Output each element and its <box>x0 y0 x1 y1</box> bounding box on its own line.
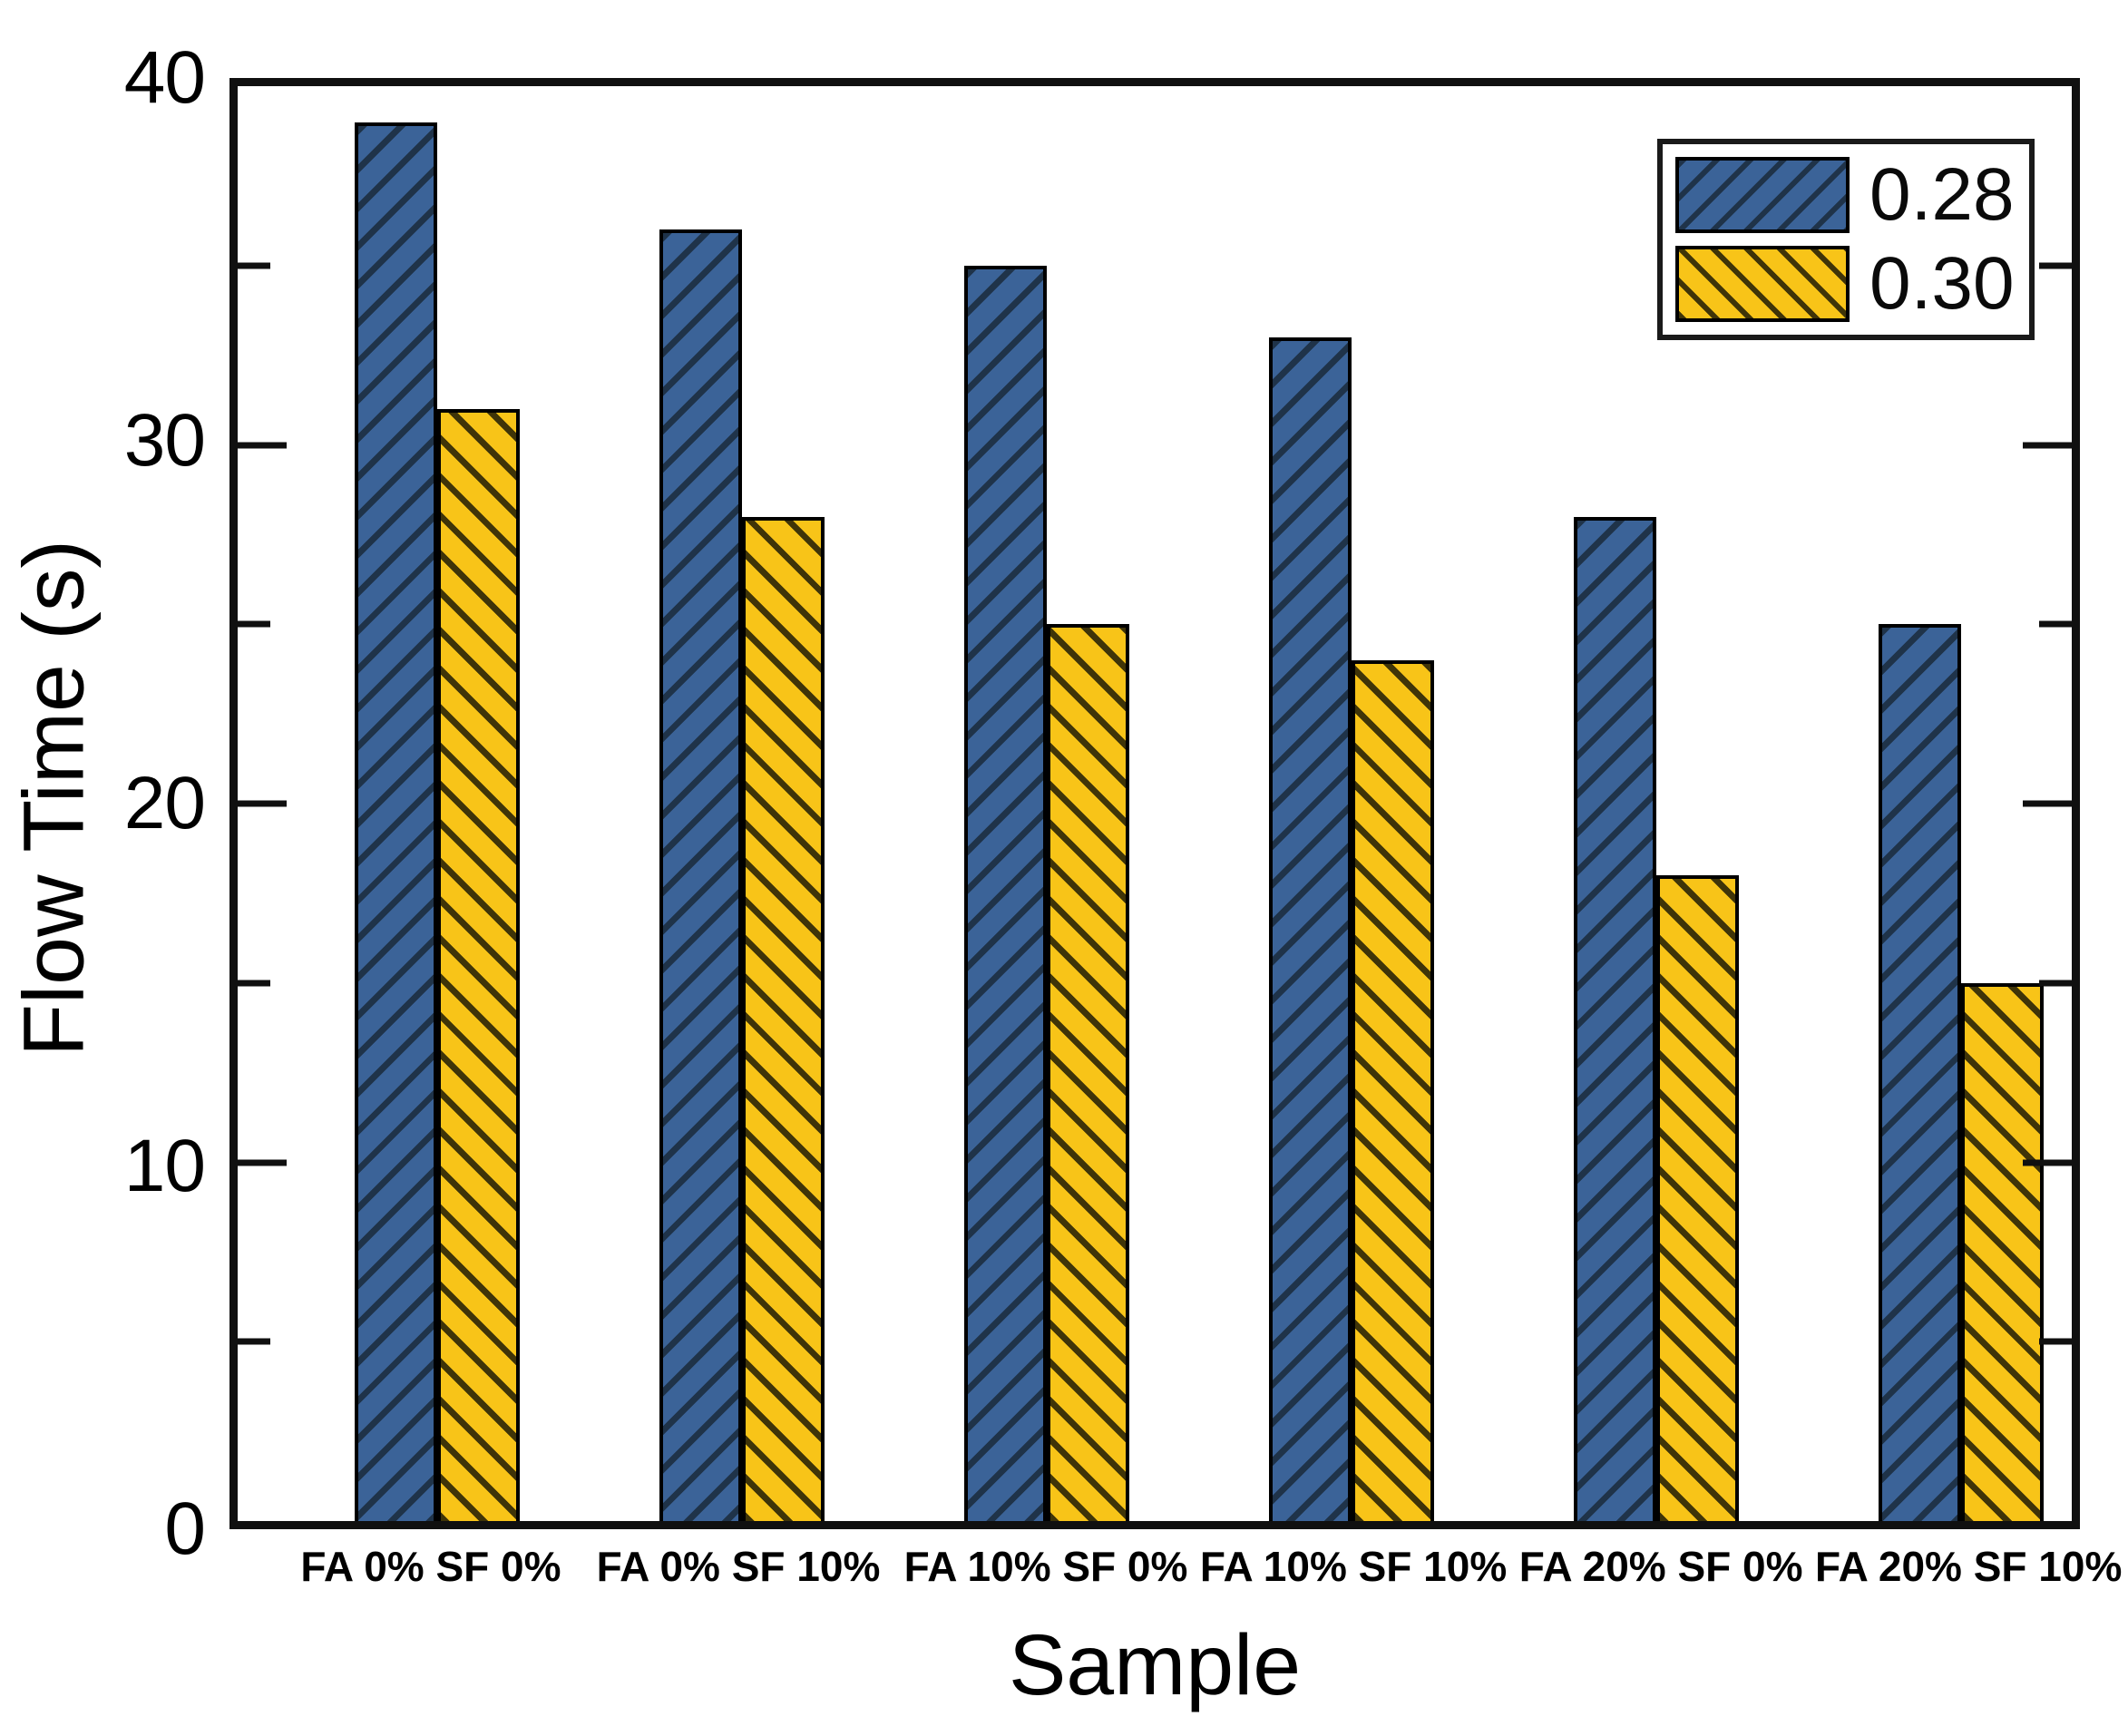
y-tick-label-0: 0 <box>164 1487 206 1570</box>
bar-0.28-fa-10-sf-0- <box>963 265 1048 1521</box>
y-left-tick-30 <box>238 442 287 448</box>
legend-label-0.28: 0.28 <box>1869 153 2015 236</box>
y-tick-label-10: 10 <box>123 1125 206 1207</box>
y-tick-label-20: 20 <box>123 762 206 844</box>
x-category-label-4: FA 10% SF 10% <box>1199 1543 1508 1590</box>
y-right-tick-20 <box>2023 800 2072 807</box>
x-axis-title: Sample <box>1008 1617 1302 1713</box>
legend-entry-0.28: 0.28 <box>1675 157 2015 233</box>
y-tick-label-40: 40 <box>123 36 206 119</box>
bar-0.28-fa-0-sf-0- <box>354 122 437 1521</box>
y-tick-label-30: 30 <box>123 399 206 482</box>
y-right-tick-25 <box>2039 620 2072 628</box>
x-category-label-6: FA 20% SF 10% <box>1815 1543 2123 1590</box>
bar-0.28-fa-10-sf-10- <box>1268 336 1352 1521</box>
legend-swatch-back-hatch-icon <box>1675 246 1850 322</box>
legend-swatch-forward-hatch-icon <box>1675 157 1850 233</box>
bar-0.30-fa-20-sf-10- <box>1961 982 2045 1521</box>
y-left-tick-25 <box>238 620 270 628</box>
bar-0.30-fa-0-sf-10- <box>742 516 825 1521</box>
bar-0.30-fa-10-sf-0- <box>1047 624 1130 1521</box>
bar-0.30-fa-20-sf-0- <box>1656 875 1740 1521</box>
legend: 0.28 0.30 <box>1657 139 2035 340</box>
x-category-label-3: FA 10% SF 0% <box>903 1543 1188 1590</box>
y-right-tick-5 <box>2039 1338 2072 1345</box>
bar-0.28-fa-20-sf-0- <box>1574 516 1657 1521</box>
legend-entry-0.30: 0.30 <box>1675 246 2015 322</box>
y-left-tick-20 <box>238 800 287 807</box>
bar-0.28-fa-20-sf-10- <box>1879 624 1962 1521</box>
y-left-tick-10 <box>238 1159 287 1165</box>
y-right-tick-35 <box>2039 262 2072 269</box>
x-category-label-5: FA 20% SF 0% <box>1518 1543 1803 1590</box>
x-category-label-2: FA 0% SF 10% <box>596 1543 881 1590</box>
y-left-tick-15 <box>238 980 270 987</box>
y-right-tick-15 <box>2039 980 2072 987</box>
legend-label-0.30: 0.30 <box>1869 242 2015 325</box>
bar-0.28-fa-0-sf-10- <box>659 229 743 1521</box>
y-right-tick-30 <box>2023 442 2072 448</box>
y-left-tick-35 <box>238 262 270 269</box>
y-right-tick-10 <box>2023 1159 2072 1165</box>
bar-0.30-fa-0-sf-0- <box>436 408 521 1521</box>
bar-0.30-fa-10-sf-10- <box>1352 659 1435 1521</box>
x-category-label-1: FA 0% SF 0% <box>300 1543 561 1590</box>
y-left-tick-5 <box>238 1338 270 1345</box>
